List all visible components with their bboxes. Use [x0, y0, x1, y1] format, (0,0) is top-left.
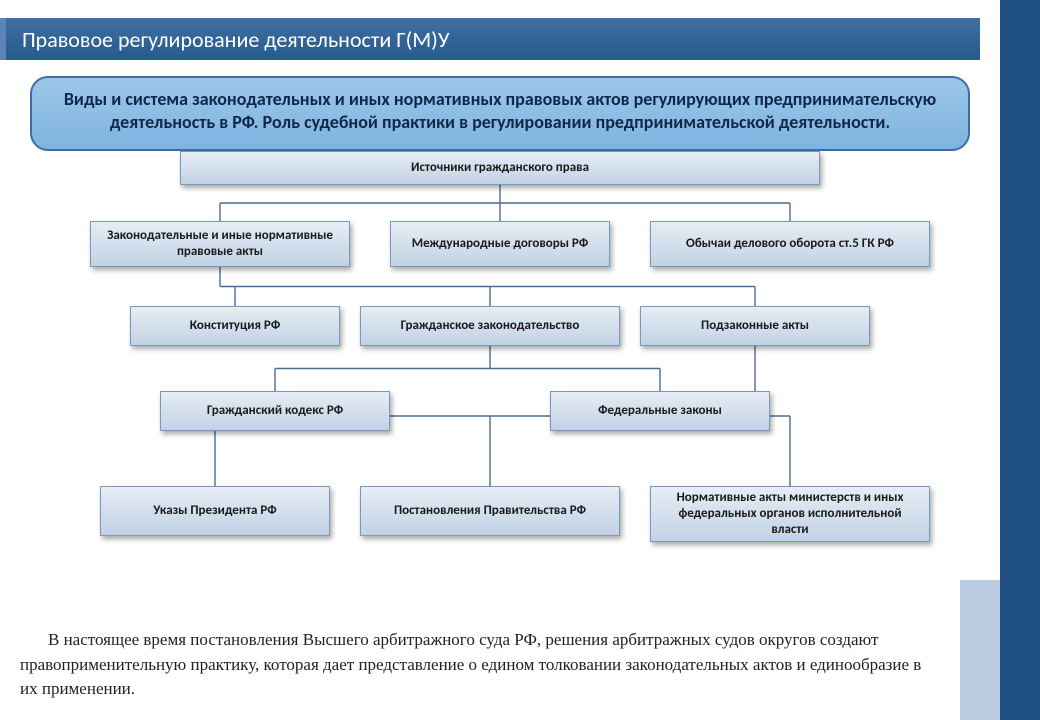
- slide-subtitle: Виды и система законодательных и иных но…: [30, 76, 970, 151]
- slide-title: Правовое регулирование деятельности Г(М)…: [0, 18, 980, 60]
- slide: Правовое регулирование деятельности Г(М)…: [0, 0, 1000, 720]
- chart-node-civleg: Гражданское законодательство: [360, 306, 620, 346]
- chart-node-norm: Нормативные акты министерств и иных феде…: [650, 486, 930, 542]
- chart-node-post: Постановления Правительства РФ: [360, 486, 620, 536]
- org-chart: Источники гражданского права Законодатель…: [30, 151, 970, 581]
- chart-node-gk: Гражданский кодекс РФ: [160, 391, 390, 431]
- chart-node-fz: Федеральные законы: [550, 391, 770, 431]
- chart-node-ukaz: Указы Президента РФ: [100, 486, 330, 536]
- chart-node-custom: Обычаи делового оборота ст.5 ГК РФ: [650, 221, 930, 267]
- chart-node-root: Источники гражданского права: [180, 151, 820, 185]
- chart-node-const: Конституция РФ: [130, 306, 340, 346]
- chart-node-intl: Международные договоры РФ: [390, 221, 610, 267]
- chart-node-leg: Законодательные и иные нормативные право…: [90, 221, 350, 267]
- chart-node-subleg: Подзаконные акты: [640, 306, 870, 346]
- footnote-text: В настоящее время постановления Высшего …: [20, 628, 940, 702]
- sidebar-accent: [1000, 0, 1040, 720]
